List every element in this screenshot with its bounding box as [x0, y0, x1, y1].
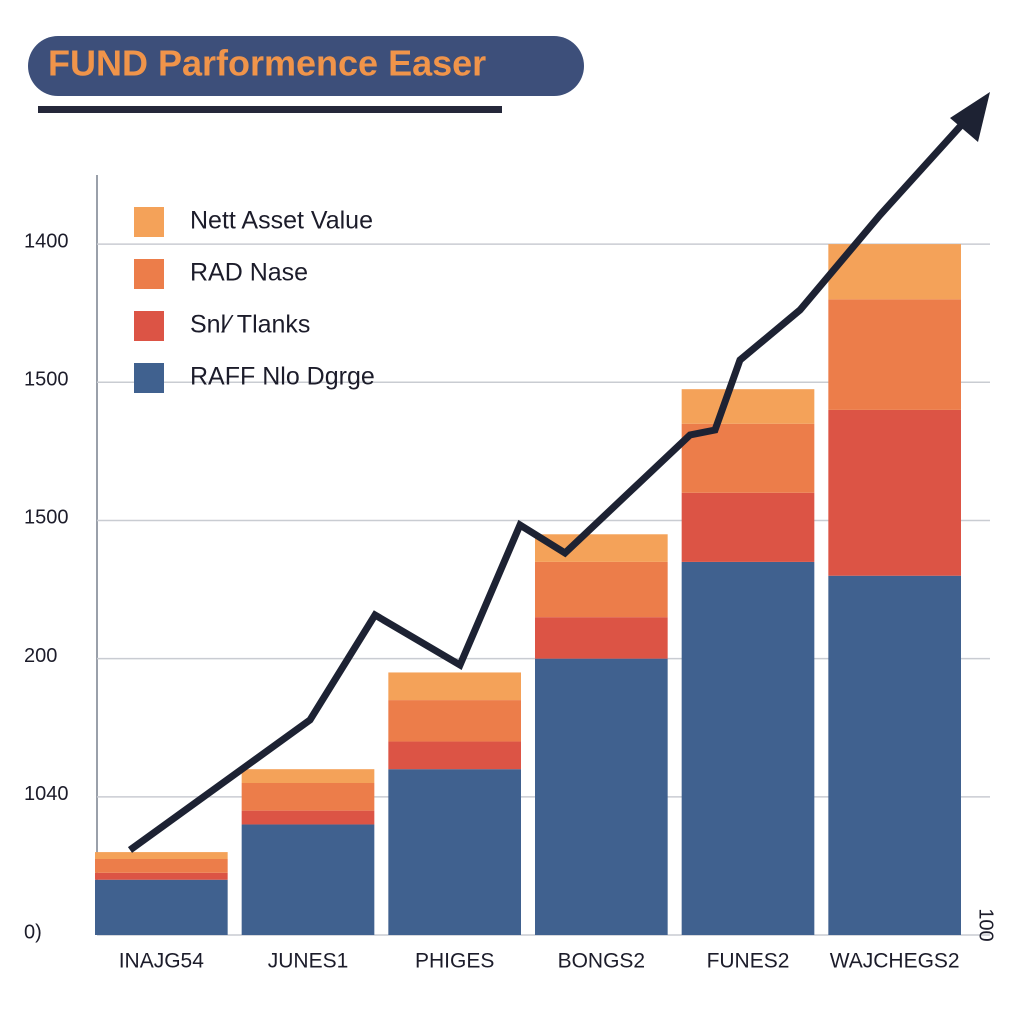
legend-swatch: [134, 259, 164, 289]
bar-segment: [388, 741, 521, 770]
legend-label: RAD Nase: [190, 259, 308, 287]
legend-label: Nett Asset Value: [190, 207, 373, 235]
bar-segment: [535, 561, 668, 618]
legend-swatch: [134, 311, 164, 341]
bar-segment: [828, 409, 961, 576]
bar-segment: [388, 700, 521, 742]
legend-swatch: [134, 207, 164, 237]
title-pill: [28, 36, 584, 96]
legend-label: Snl⁄ Tlanks: [190, 311, 310, 339]
legend-label: RAFF Nlo Dgrge: [190, 363, 375, 391]
bar-segment: [681, 492, 815, 562]
bars: [95, 244, 961, 935]
trend-arrow: [127, 107, 978, 853]
y-tick-label: 0): [24, 921, 42, 943]
bar-segment: [95, 879, 228, 935]
x-tick-label: PHIGES: [415, 950, 494, 973]
y-tick-label: 200: [24, 645, 57, 667]
bar-segment: [241, 824, 375, 935]
bar-segment: [828, 299, 961, 410]
y-tick-label: 1400: [24, 230, 69, 252]
bar-segment: [388, 672, 521, 701]
bar-segment: [95, 852, 228, 859]
title-underline: [38, 106, 502, 113]
labels: 0) 1040 200 1500 1500 1400 INAJG54 JUNES1 PHIGES…: [24, 230, 960, 972]
x-tick-label: FUNES2: [707, 950, 790, 973]
bar-segment: [535, 617, 668, 659]
x-tick-label: INAJG54: [119, 950, 205, 973]
legend: Nett Asset Value RAD Nase Snl⁄ Tlanks RAFF …: [134, 207, 375, 393]
y-tick-label: 1040: [24, 783, 69, 805]
arrow-head: [950, 92, 990, 142]
legend-swatch: [134, 363, 164, 393]
x-tick-label: BONGS2: [558, 950, 646, 973]
y-tick-label: 1500: [24, 507, 69, 529]
bar-segment: [241, 810, 375, 825]
x-tick-label: WAJCHEGS2: [830, 950, 960, 973]
x-tick-label: JUNES1: [268, 950, 349, 973]
bar-segment: [828, 575, 961, 935]
bar-segment: [241, 783, 375, 811]
bar-segment: [388, 769, 521, 935]
bar-segment: [681, 561, 815, 935]
chart-title: FUND Parformence Easer: [48, 43, 486, 84]
bar-segment: [95, 872, 228, 880]
y-tick-label: 1500: [24, 369, 69, 391]
annotation: 100: [975, 908, 997, 941]
bar-segment: [681, 389, 815, 424]
bar-segment: [95, 859, 228, 873]
bar-segment: [535, 658, 668, 935]
bar-segment: [241, 769, 375, 783]
